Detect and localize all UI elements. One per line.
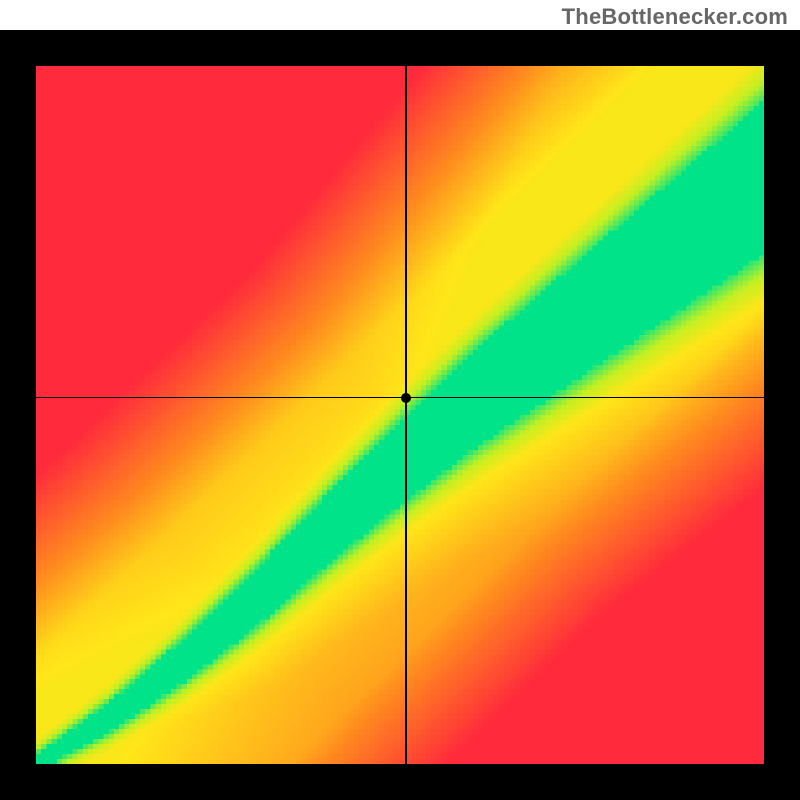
crosshair-vertical — [405, 66, 407, 764]
heatmap-plot — [36, 66, 764, 764]
chart-root: TheBottlenecker.com — [0, 0, 800, 800]
watermark-label: TheBottlenecker.com — [562, 4, 788, 30]
crosshair-dot — [401, 393, 411, 403]
